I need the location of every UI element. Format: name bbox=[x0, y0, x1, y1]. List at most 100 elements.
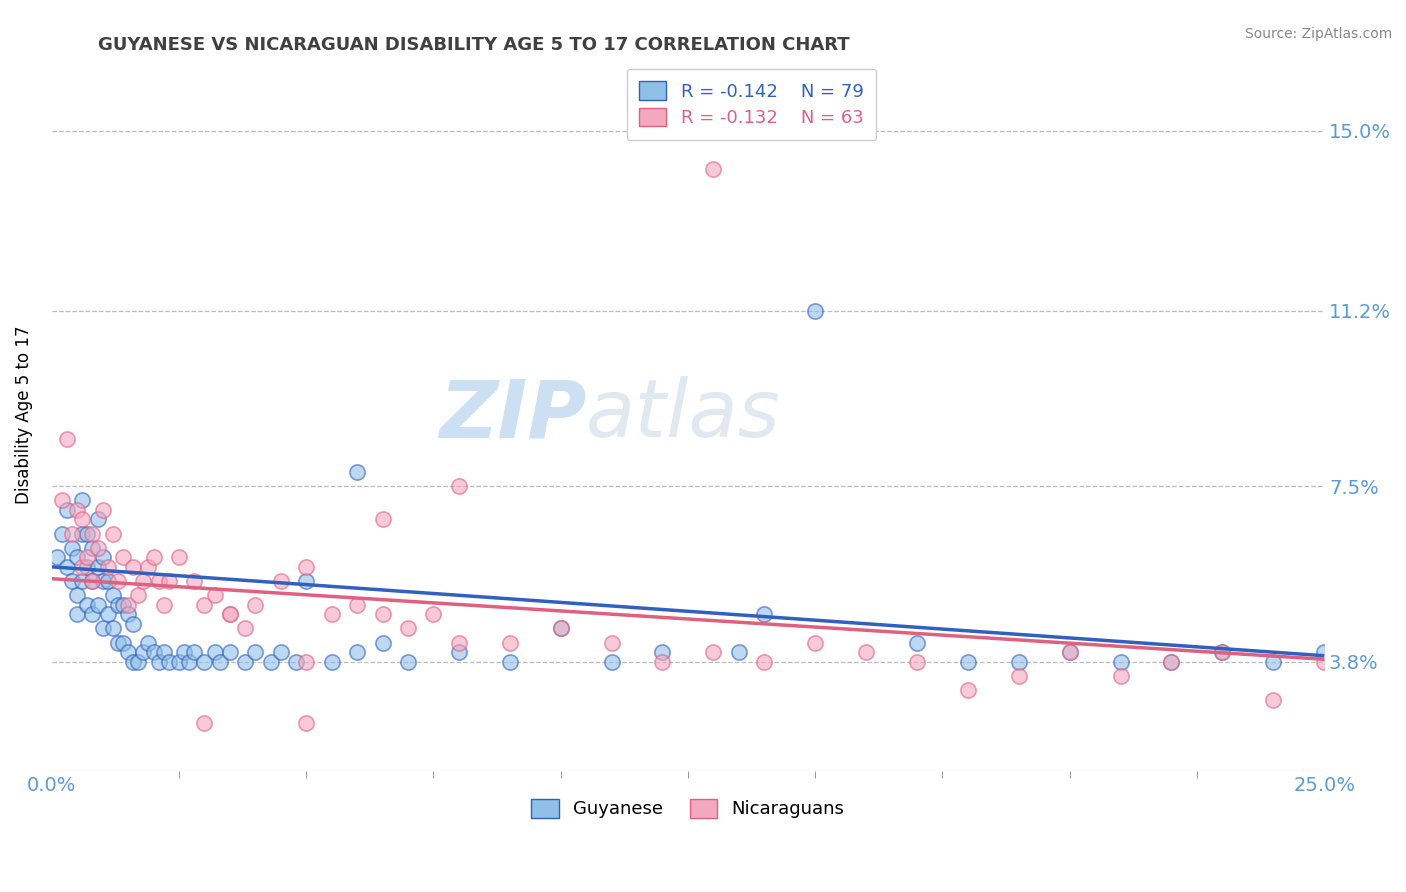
Point bbox=[101, 588, 124, 602]
Point bbox=[245, 645, 267, 659]
Point bbox=[651, 645, 673, 659]
Point bbox=[245, 598, 267, 612]
Point bbox=[132, 645, 155, 659]
Point bbox=[76, 550, 98, 565]
Point bbox=[1059, 645, 1081, 659]
Point bbox=[91, 503, 114, 517]
Point bbox=[259, 655, 281, 669]
Point bbox=[1109, 655, 1132, 669]
Text: atlas: atlas bbox=[586, 376, 780, 454]
Point bbox=[60, 574, 83, 588]
Point bbox=[101, 622, 124, 636]
Point bbox=[76, 526, 98, 541]
Point bbox=[66, 607, 89, 622]
Point bbox=[167, 655, 190, 669]
Point bbox=[285, 655, 308, 669]
Point bbox=[138, 559, 160, 574]
Point bbox=[107, 598, 129, 612]
Point bbox=[727, 645, 749, 659]
Point bbox=[1263, 655, 1285, 669]
Point bbox=[51, 493, 73, 508]
Point bbox=[193, 598, 215, 612]
Point bbox=[82, 574, 104, 588]
Point bbox=[152, 645, 174, 659]
Point bbox=[204, 645, 226, 659]
Point bbox=[91, 574, 114, 588]
Point bbox=[651, 655, 673, 669]
Point bbox=[371, 607, 394, 622]
Point bbox=[321, 655, 343, 669]
Point bbox=[122, 655, 145, 669]
Point bbox=[76, 559, 98, 574]
Point bbox=[702, 645, 724, 659]
Point bbox=[499, 655, 522, 669]
Point bbox=[371, 636, 394, 650]
Point bbox=[600, 636, 623, 650]
Point bbox=[396, 655, 419, 669]
Point bbox=[132, 574, 155, 588]
Point bbox=[204, 588, 226, 602]
Point bbox=[346, 645, 368, 659]
Point bbox=[97, 559, 120, 574]
Point bbox=[1211, 645, 1233, 659]
Point bbox=[157, 655, 180, 669]
Y-axis label: Disability Age 5 to 17: Disability Age 5 to 17 bbox=[15, 326, 32, 504]
Point bbox=[193, 655, 215, 669]
Point bbox=[45, 550, 67, 565]
Point bbox=[1313, 645, 1336, 659]
Text: GUYANESE VS NICARAGUAN DISABILITY AGE 5 TO 17 CORRELATION CHART: GUYANESE VS NICARAGUAN DISABILITY AGE 5 … bbox=[98, 36, 851, 54]
Point bbox=[295, 655, 318, 669]
Point bbox=[60, 526, 83, 541]
Point bbox=[86, 541, 108, 555]
Point bbox=[56, 559, 79, 574]
Point bbox=[183, 574, 205, 588]
Point bbox=[804, 303, 827, 318]
Point bbox=[142, 645, 165, 659]
Point bbox=[219, 607, 242, 622]
Point bbox=[396, 622, 419, 636]
Point bbox=[82, 574, 104, 588]
Point bbox=[107, 574, 129, 588]
Point bbox=[447, 645, 470, 659]
Point bbox=[76, 598, 98, 612]
Point bbox=[82, 541, 104, 555]
Point bbox=[956, 655, 979, 669]
Point bbox=[91, 550, 114, 565]
Point bbox=[97, 574, 120, 588]
Point bbox=[117, 598, 139, 612]
Point bbox=[956, 683, 979, 698]
Point bbox=[346, 465, 368, 479]
Point bbox=[499, 636, 522, 650]
Point bbox=[855, 645, 877, 659]
Point bbox=[219, 645, 242, 659]
Point bbox=[122, 559, 145, 574]
Point bbox=[60, 541, 83, 555]
Point bbox=[56, 503, 79, 517]
Point bbox=[86, 512, 108, 526]
Text: Source: ZipAtlas.com: Source: ZipAtlas.com bbox=[1244, 27, 1392, 41]
Point bbox=[82, 607, 104, 622]
Point bbox=[1160, 655, 1182, 669]
Point bbox=[270, 574, 292, 588]
Point bbox=[295, 716, 318, 731]
Point bbox=[1160, 655, 1182, 669]
Point bbox=[138, 636, 160, 650]
Point bbox=[1008, 655, 1031, 669]
Point bbox=[233, 622, 256, 636]
Point bbox=[72, 559, 94, 574]
Point bbox=[1263, 692, 1285, 706]
Point bbox=[66, 588, 89, 602]
Point bbox=[91, 622, 114, 636]
Point bbox=[66, 550, 89, 565]
Point bbox=[82, 526, 104, 541]
Point bbox=[72, 526, 94, 541]
Point bbox=[233, 655, 256, 669]
Point bbox=[72, 512, 94, 526]
Point bbox=[1059, 645, 1081, 659]
Point bbox=[157, 574, 180, 588]
Point bbox=[183, 645, 205, 659]
Point bbox=[72, 574, 94, 588]
Point bbox=[905, 655, 928, 669]
Point bbox=[148, 574, 170, 588]
Point bbox=[905, 636, 928, 650]
